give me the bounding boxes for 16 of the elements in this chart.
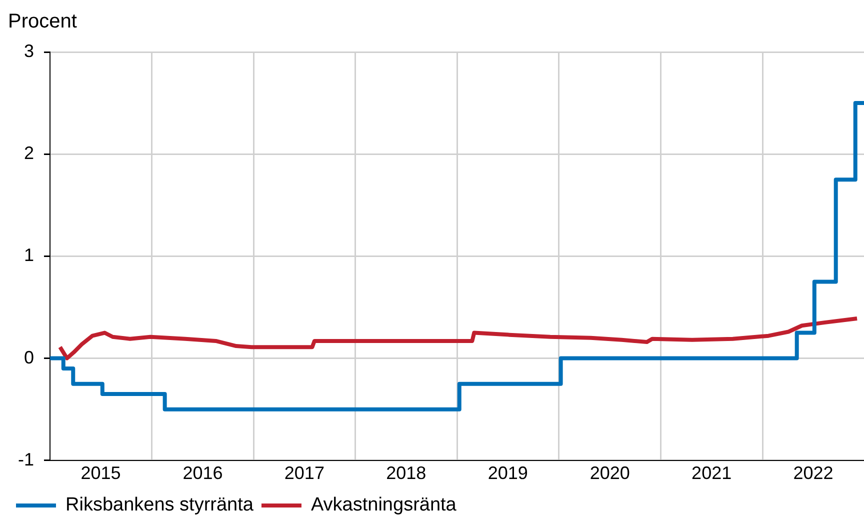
y-tick-label: 2 [24, 143, 34, 164]
y-tick-label: 3 [24, 40, 34, 61]
legend-label: Riksbankens styrränta [66, 494, 254, 516]
x-tick-label: 2015 [80, 463, 121, 484]
legend-label: Avkastningsränta [310, 494, 457, 516]
x-tick-label: 2021 [692, 463, 732, 484]
y-tick-label: 0 [24, 347, 34, 368]
x-tick-label: 2016 [182, 463, 223, 484]
x-tick-label: 2022 [793, 463, 834, 484]
x-tick-label: 2017 [284, 463, 324, 484]
x-tick-label: 2020 [590, 463, 630, 484]
y-tick-label: -1 [18, 449, 34, 470]
y-tick-label: 1 [24, 245, 34, 266]
x-tick-label: 2018 [386, 463, 426, 484]
x-tick-label: 2019 [488, 463, 528, 484]
y-axis-title: Procent [8, 10, 78, 33]
